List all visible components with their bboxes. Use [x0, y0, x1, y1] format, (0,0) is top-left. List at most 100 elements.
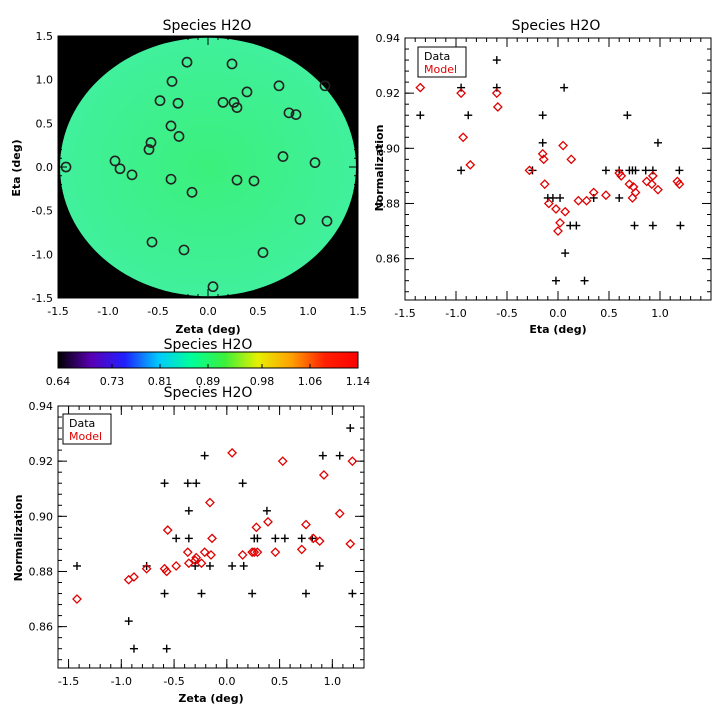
eta-model-point: [616, 170, 627, 181]
source-marker: [319, 80, 331, 92]
zeta-x-tick-label: -1.5: [58, 675, 79, 688]
zeta-data-point: [248, 589, 257, 598]
source-marker: [283, 107, 295, 119]
zeta-model-point: [72, 594, 82, 604]
colorbar: Species H2O 0.64 0.73 0.81 0.89 0.98 1.06 1.14: [46, 337, 371, 388]
source-marker: [166, 76, 178, 87]
zeta-model-point: [199, 547, 210, 558]
eta-model-point: [539, 179, 550, 190]
zeta-model-point: [171, 561, 182, 571]
zeta-data-point: [162, 644, 171, 653]
colorbar-ticks: 0.64 0.73 0.81 0.89 0.98 1.06 1.14: [46, 364, 371, 388]
eta-data-point: [648, 221, 657, 230]
zeta-ylabel: Normalization: [12, 495, 25, 582]
zeta-model-point: [227, 447, 238, 458]
eta-data-point: [676, 221, 685, 230]
eta-data-point: [630, 221, 639, 230]
zeta-data-point: [192, 479, 201, 488]
source-marker: [277, 151, 289, 162]
eta-data-point: [572, 221, 581, 230]
eta-ylabel: Normalization: [373, 125, 386, 212]
zeta-data-point: [142, 561, 151, 570]
zeta-legend-box: [62, 413, 112, 445]
zeta-data-point: [129, 644, 138, 653]
eta-data-point: [653, 138, 662, 147]
zeta-model-point: [345, 538, 356, 549]
eta-model-point: [491, 88, 502, 99]
eta-model-point: [558, 140, 569, 151]
zeta-data-point: [172, 534, 181, 543]
source-marker: [273, 80, 285, 92]
zeta-data-point: [160, 479, 169, 488]
zeta-data-point: [72, 561, 81, 570]
eta-model-point: [573, 195, 584, 206]
zeta-plot-frame: [57, 405, 365, 669]
map-y-tick-label: 0.0: [36, 161, 54, 174]
eta-y-tick-label: 0.90: [376, 142, 401, 155]
colorbar-tick-label: 1.14: [346, 375, 371, 388]
map-x-tick-label: -1.0: [97, 305, 118, 318]
colorbar-tick-label: 0.64: [46, 375, 71, 388]
zeta-model-point: [162, 525, 173, 536]
source-marker: [146, 236, 158, 248]
eta-data-point: [538, 138, 547, 147]
eta-data-point: [416, 111, 425, 120]
eta-data-point: [623, 111, 632, 120]
zeta-legend: Data Model: [62, 413, 112, 445]
source-marker: [321, 215, 333, 227]
eta-x-tick-label: -1.5: [394, 307, 415, 320]
map-x-tick-label: -1.5: [47, 305, 68, 318]
eta-x-tick-label: 1.0: [651, 307, 669, 320]
eta-model-point: [555, 217, 565, 228]
map-axes: -1.5 -1.0 -0.5 0.0 0.5 1.0 1.5 -1.5 -1.0 -0.5 0.0 0…: [32, 30, 367, 318]
zeta-model-point: [207, 533, 217, 544]
zeta-data-point: [184, 506, 193, 515]
zeta-data-point: [335, 451, 344, 460]
eta-model-point: [456, 88, 467, 99]
zeta-model-point: [205, 497, 215, 508]
zeta-data-point: [346, 424, 355, 433]
colorbar-tick-label: 1.06: [298, 375, 323, 388]
zeta-x-tick-label: -0.5: [163, 675, 184, 688]
map-x-tick-label: 0.5: [249, 305, 267, 318]
zeta-data-point: [262, 506, 271, 515]
eta-model-point: [538, 154, 549, 165]
map-x-tick-label: 0.0: [199, 305, 217, 318]
zeta-model-point: [183, 558, 194, 569]
eta-model-point: [465, 159, 476, 170]
eta-model-point: [646, 179, 657, 190]
zeta-model-point: [237, 550, 248, 560]
source-marker: [290, 109, 302, 120]
source-marker: [231, 174, 243, 186]
eta-data-point: [648, 166, 657, 175]
zeta-data-point: [253, 534, 262, 543]
map-disk: [60, 37, 356, 297]
zeta-model-point: [277, 456, 288, 467]
zeta-model-point: [251, 522, 262, 533]
zeta-data-point: [280, 534, 289, 543]
zeta-legend-model: Model: [69, 430, 102, 443]
source-marker: [309, 157, 321, 169]
zeta-data-point: [160, 589, 169, 598]
colorbar-tick-label: 0.98: [250, 375, 275, 388]
zeta-data-point: [205, 561, 214, 570]
zeta-model-point: [308, 533, 319, 544]
eta-model-point: [551, 204, 561, 214]
source-marker: [186, 186, 198, 198]
eta-plot-frame: [404, 37, 712, 301]
zeta-model-point: [301, 519, 311, 530]
source-marker: [231, 102, 243, 114]
zeta-data-point: [348, 589, 357, 598]
eta-model-point: [647, 170, 658, 181]
eta-model-point: [543, 198, 554, 209]
eta-model-point: [601, 190, 611, 201]
zeta-model-point: [270, 547, 281, 558]
source-marker: [173, 131, 185, 142]
colorbar-gradient: [58, 352, 358, 368]
eta-data-point: [551, 276, 560, 285]
source-marker: [217, 96, 229, 108]
source-marker: [207, 281, 219, 293]
eta-data-point: [641, 166, 650, 175]
source-marker: [145, 137, 157, 148]
eta-data-point: [538, 111, 547, 120]
